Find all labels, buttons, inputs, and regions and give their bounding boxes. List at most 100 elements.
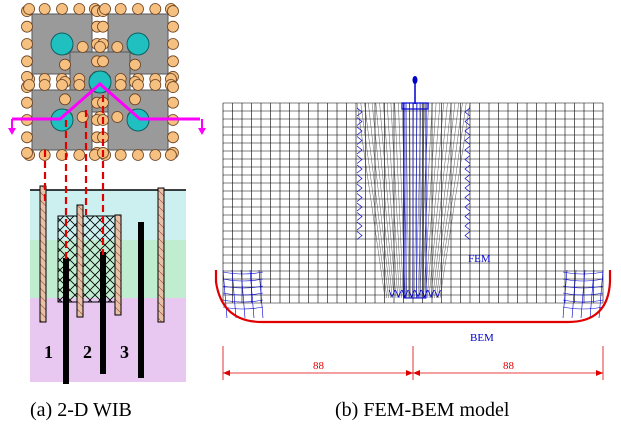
fine-mesh-line — [428, 102, 448, 299]
fine-mesh-edge-left — [356, 174, 363, 183]
fine-mesh-line — [390, 102, 402, 299]
wall-pile-circle — [56, 149, 68, 161]
main-pile-1 — [63, 258, 69, 384]
fine-mesh-line — [379, 102, 397, 299]
fine-mesh-line — [432, 102, 456, 299]
panel-a-wib: 1 2 3 — [8, 3, 206, 384]
caption-panel-a: (a) 2-D WIB — [30, 399, 132, 421]
fem-coarse-mesh — [222, 102, 604, 304]
fine-mesh-line — [368, 102, 391, 299]
wall-pile-circle — [114, 149, 127, 161]
main-pile-3 — [138, 222, 144, 378]
wall-pile-circle — [23, 79, 35, 91]
wall-pile-circle — [167, 55, 179, 68]
fine-mesh-line — [419, 102, 429, 299]
corner-mesh-line — [562, 271, 604, 275]
pile-label-3: 3 — [120, 342, 129, 362]
wall-pile-circle — [132, 3, 144, 15]
corner-mesh-line — [222, 306, 264, 310]
fine-mesh-arrow — [427, 289, 435, 299]
dimension-right: 88 — [503, 360, 515, 372]
fine-mesh-line — [383, 102, 399, 299]
wall-pile-circle — [167, 81, 179, 93]
wall-pile-2 — [76, 204, 84, 318]
fine-mesh-arrow — [395, 289, 402, 299]
fine-mesh-edge-left — [356, 231, 363, 240]
fine-mesh-arrow — [434, 289, 441, 299]
fine-mesh-edge-left — [356, 202, 363, 212]
wall-pile-circle — [167, 38, 179, 50]
fine-mesh-line — [436, 102, 463, 299]
wall-pile-circle — [97, 55, 109, 68]
wall-pile-circle — [111, 41, 124, 53]
wall-pile-circle — [38, 79, 51, 91]
wall-pile-circle — [129, 93, 141, 106]
corner-mesh-line — [231, 269, 237, 319]
corner-mesh-line — [562, 269, 568, 319]
wall-pile-1 — [39, 185, 47, 323]
corner-mesh-line — [589, 269, 595, 319]
wall-pile-circle — [132, 79, 144, 91]
cut-arrowhead-left — [8, 128, 16, 135]
wall-pile-circle — [73, 149, 86, 161]
load-probe-head — [412, 76, 418, 84]
fem-label: FEM — [468, 253, 491, 265]
section-piles — [39, 185, 165, 384]
main-pile-2 — [100, 252, 106, 374]
wall-pile-circle — [76, 41, 89, 53]
wall-pile-circle — [111, 111, 124, 123]
fine-mesh-line — [425, 102, 441, 299]
cut-arrowhead-right — [198, 128, 206, 135]
corner-mesh-line — [222, 299, 264, 303]
fine-mesh-edge-right — [464, 155, 471, 164]
projection-lines — [43, 95, 105, 260]
pile-label-2: 2 — [83, 342, 92, 362]
wall-pile-circle — [149, 149, 162, 161]
wall-pile-circle — [165, 149, 177, 161]
fine-mesh-line — [426, 102, 444, 299]
wall-pile-circle — [21, 131, 33, 144]
wall-pile-circle — [59, 93, 71, 106]
bem-boundary — [214, 270, 612, 324]
wall-pile-4 — [157, 187, 165, 323]
fine-mesh-edge-right — [464, 183, 471, 193]
wall-pile-circle — [114, 79, 127, 91]
wall-pile-circle — [167, 5, 179, 17]
wall-pile-circle — [99, 3, 111, 15]
wall-pile-circle — [21, 38, 33, 50]
wall-pile-circle — [129, 58, 141, 71]
plan-piles — [50, 32, 150, 132]
bem-label: BEM — [470, 332, 494, 344]
caption-panel-b: (b) FEM-BEM model — [335, 399, 510, 421]
fine-mesh-line — [437, 102, 467, 299]
fine-mesh-line — [434, 102, 459, 299]
wall-pile-3 — [114, 214, 122, 316]
fine-mesh-edge-left — [356, 212, 363, 221]
fine-mesh-line — [394, 102, 404, 299]
wall-pile-circle — [73, 79, 86, 91]
fine-mesh-edge-left — [356, 193, 363, 202]
wall-pile-circle — [149, 3, 162, 15]
wall-pile-circle — [94, 41, 106, 53]
plan-pile-2 — [126, 32, 150, 56]
fine-mesh-edge-right — [464, 126, 471, 136]
fine-mesh-line — [360, 102, 388, 299]
corner-mesh-line — [562, 306, 604, 310]
fine-mesh-line — [386, 102, 400, 299]
fine-mesh-edge-right — [464, 202, 471, 212]
fine-mesh-line — [356, 102, 386, 299]
fine-mesh-edge-right — [464, 117, 471, 126]
wall-pile-circle — [56, 79, 68, 91]
wall-pile-circle — [132, 149, 144, 161]
plan-view — [8, 3, 206, 161]
fine-mesh-edge-left — [356, 136, 363, 145]
fine-mesh-edge-left — [356, 107, 363, 117]
fine-mesh-arrow — [401, 289, 409, 299]
wall-pile-circle — [21, 147, 33, 159]
wall-pile-circle — [73, 3, 86, 15]
wall-pile-circle — [21, 96, 33, 109]
fem-fine-mesh — [356, 102, 471, 299]
fine-mesh-edge-left — [356, 164, 363, 174]
fine-mesh-edge-right — [464, 145, 471, 155]
